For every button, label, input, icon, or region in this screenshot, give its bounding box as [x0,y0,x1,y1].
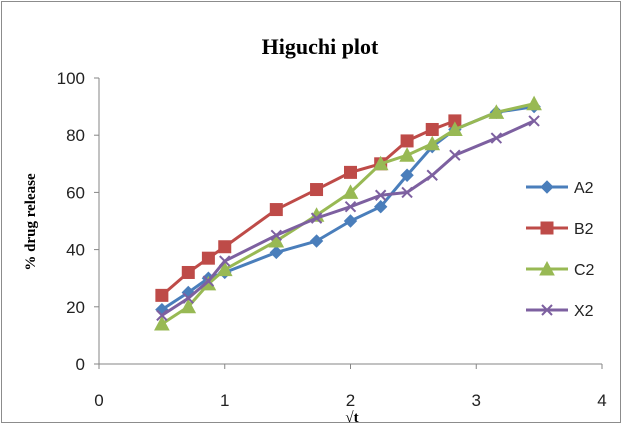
data-point-a2 [343,214,358,228]
data-point-b2 [201,251,215,265]
data-point-x2 [490,132,503,144]
legend-marker-b2 [540,221,554,235]
legend-label-x2: X2 [574,303,594,320]
data-point-x2 [202,275,215,287]
legend-item-b2: B2 [526,221,594,238]
data-point-x2 [528,115,540,127]
legend-label-a2: A2 [574,180,594,197]
series-line-c2 [161,102,535,326]
data-point-b2 [181,265,195,279]
x-axis-title: √t [345,410,358,424]
data-point-x2 [426,169,438,181]
data-point-b2 [344,165,357,179]
data-point-b2 [269,203,283,217]
data-point-c2 [488,104,505,119]
data-point-c2 [216,261,233,277]
data-point-b2 [310,183,324,197]
legend-item-x2: X2 [526,303,594,320]
legend-marker-c2 [539,260,555,276]
data-point-b2 [400,134,414,148]
y-tick-label: 40 [66,241,85,260]
legend-marker-a2 [540,180,554,194]
x-marker-stroke [156,309,168,322]
axes: 0 20 40 60 80 100 0 1 2 3 4 [57,69,607,410]
data-point-c2 [526,95,542,111]
x-tick-label: 2 [346,391,355,410]
y-tick-label: 20 [66,298,85,317]
x-tick-label: 1 [220,391,229,410]
data-point-c2 [424,135,441,151]
x-tick-label: 3 [472,391,481,410]
data-point-x2 [310,212,323,224]
data-point-x2 [374,189,387,201]
x-marker-stroke [202,275,215,287]
x-marker-stroke [270,229,283,242]
data-point-x2 [401,186,413,199]
data-point-c2 [342,184,359,199]
x-marker-stroke [541,304,553,316]
x-marker-stroke [401,186,413,199]
series-c2 [154,95,542,331]
series-b2 [155,114,462,302]
x-marker-stroke [449,149,461,161]
x-marker-stroke [528,115,540,127]
legend-label-c2: C2 [574,262,595,279]
x-marker-stroke [490,132,503,144]
x-tick-label: 4 [597,391,606,410]
data-point-x2 [449,149,461,161]
y-tick-label: 100 [57,69,85,88]
data-point-a2 [309,234,324,248]
data-point-c2 [372,155,389,171]
legend: A2 B2 C2 X2 [526,180,595,320]
x-marker-stroke [344,200,357,213]
data-point-c2 [268,232,285,248]
y-tick-label: 60 [66,183,85,202]
x-marker-stroke [182,292,194,304]
chart-title: Higuchi plot [262,34,379,59]
legend-item-c2: C2 [526,260,595,279]
data-point-x2 [182,292,194,304]
legend-label-b2: B2 [574,221,594,238]
data-point-b2 [218,240,232,254]
series-x2 [156,115,540,322]
data-point-a2 [400,168,414,182]
data-point-c2 [447,121,463,136]
x-marker-stroke [219,255,231,267]
data-point-a2 [269,245,284,260]
x-marker-stroke [426,169,438,181]
x-tick-label: 0 [94,391,103,410]
x-marker-stroke [374,189,387,201]
data-point-c2 [399,147,415,162]
data-point-x2 [156,309,168,322]
legend-marker-x2 [541,304,553,316]
y-tick-label: 80 [66,126,85,145]
series-layer [154,95,542,331]
x-marker-stroke [310,212,323,224]
data-point-a2 [373,199,388,214]
y-tick-label: 0 [76,355,85,374]
data-point-x2 [270,229,283,242]
data-point-b2 [425,122,439,136]
legend-item-a2: A2 [526,180,594,197]
data-point-c2 [180,298,197,314]
y-axis-title: % drug release [23,173,39,271]
data-point-x2 [219,255,231,267]
data-point-b2 [155,288,169,302]
data-point-c2 [154,315,170,331]
data-point-x2 [344,200,357,213]
